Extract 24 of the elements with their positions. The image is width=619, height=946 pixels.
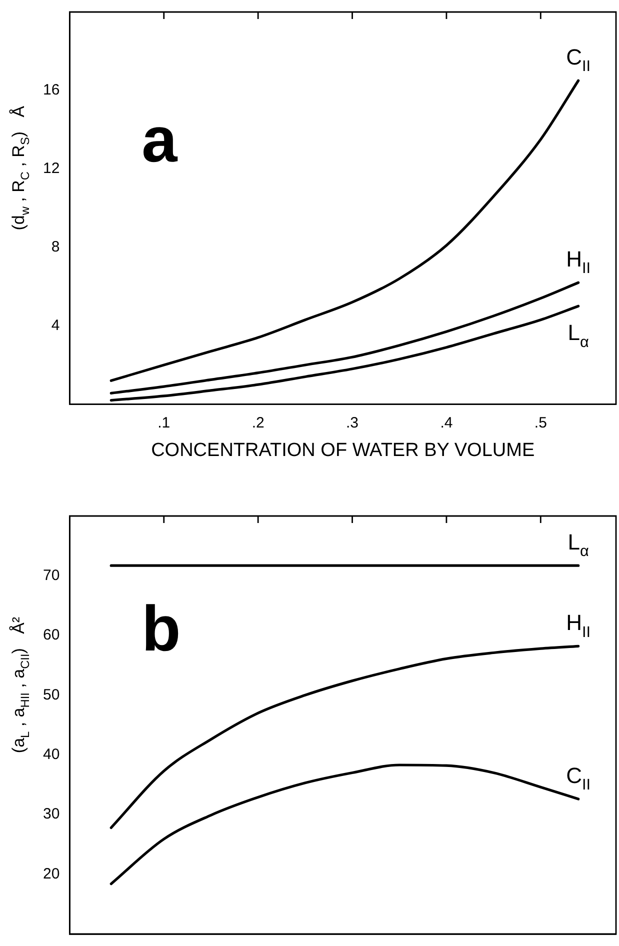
y-axis-title: (dw , RC , RS) Å	[9, 105, 32, 230]
annotation: b	[142, 592, 181, 665]
x-tick-label: .4	[440, 414, 453, 432]
x-tick-label: .1	[158, 414, 170, 432]
line-series	[110, 79, 580, 382]
y-tick-label: 8	[51, 238, 60, 256]
y-tick-label: 16	[42, 82, 60, 99]
x-tick-label: .2	[252, 414, 264, 432]
y-axis-title: (aL , aHII , aCII) Å²	[9, 616, 32, 754]
y-tick-label: 60	[42, 626, 60, 644]
x-tick-label: .5	[534, 414, 547, 432]
x-axis-title: CONCENTRATION OF WATER BY VOLUME	[151, 440, 535, 461]
y-tick-label: 20	[42, 865, 60, 882]
y-tick-label: 40	[42, 746, 60, 763]
line-series	[110, 764, 580, 886]
line-series	[110, 304, 580, 402]
line-series	[110, 281, 580, 395]
y-tick-label: 50	[42, 686, 60, 704]
y-tick-label: 4	[51, 316, 60, 334]
x-tick-label: .3	[346, 414, 359, 432]
y-tick-label: 70	[42, 566, 60, 584]
y-tick-label: 12	[42, 160, 60, 178]
y-tick-label: 30	[42, 806, 60, 823]
annotation: a	[142, 104, 178, 176]
